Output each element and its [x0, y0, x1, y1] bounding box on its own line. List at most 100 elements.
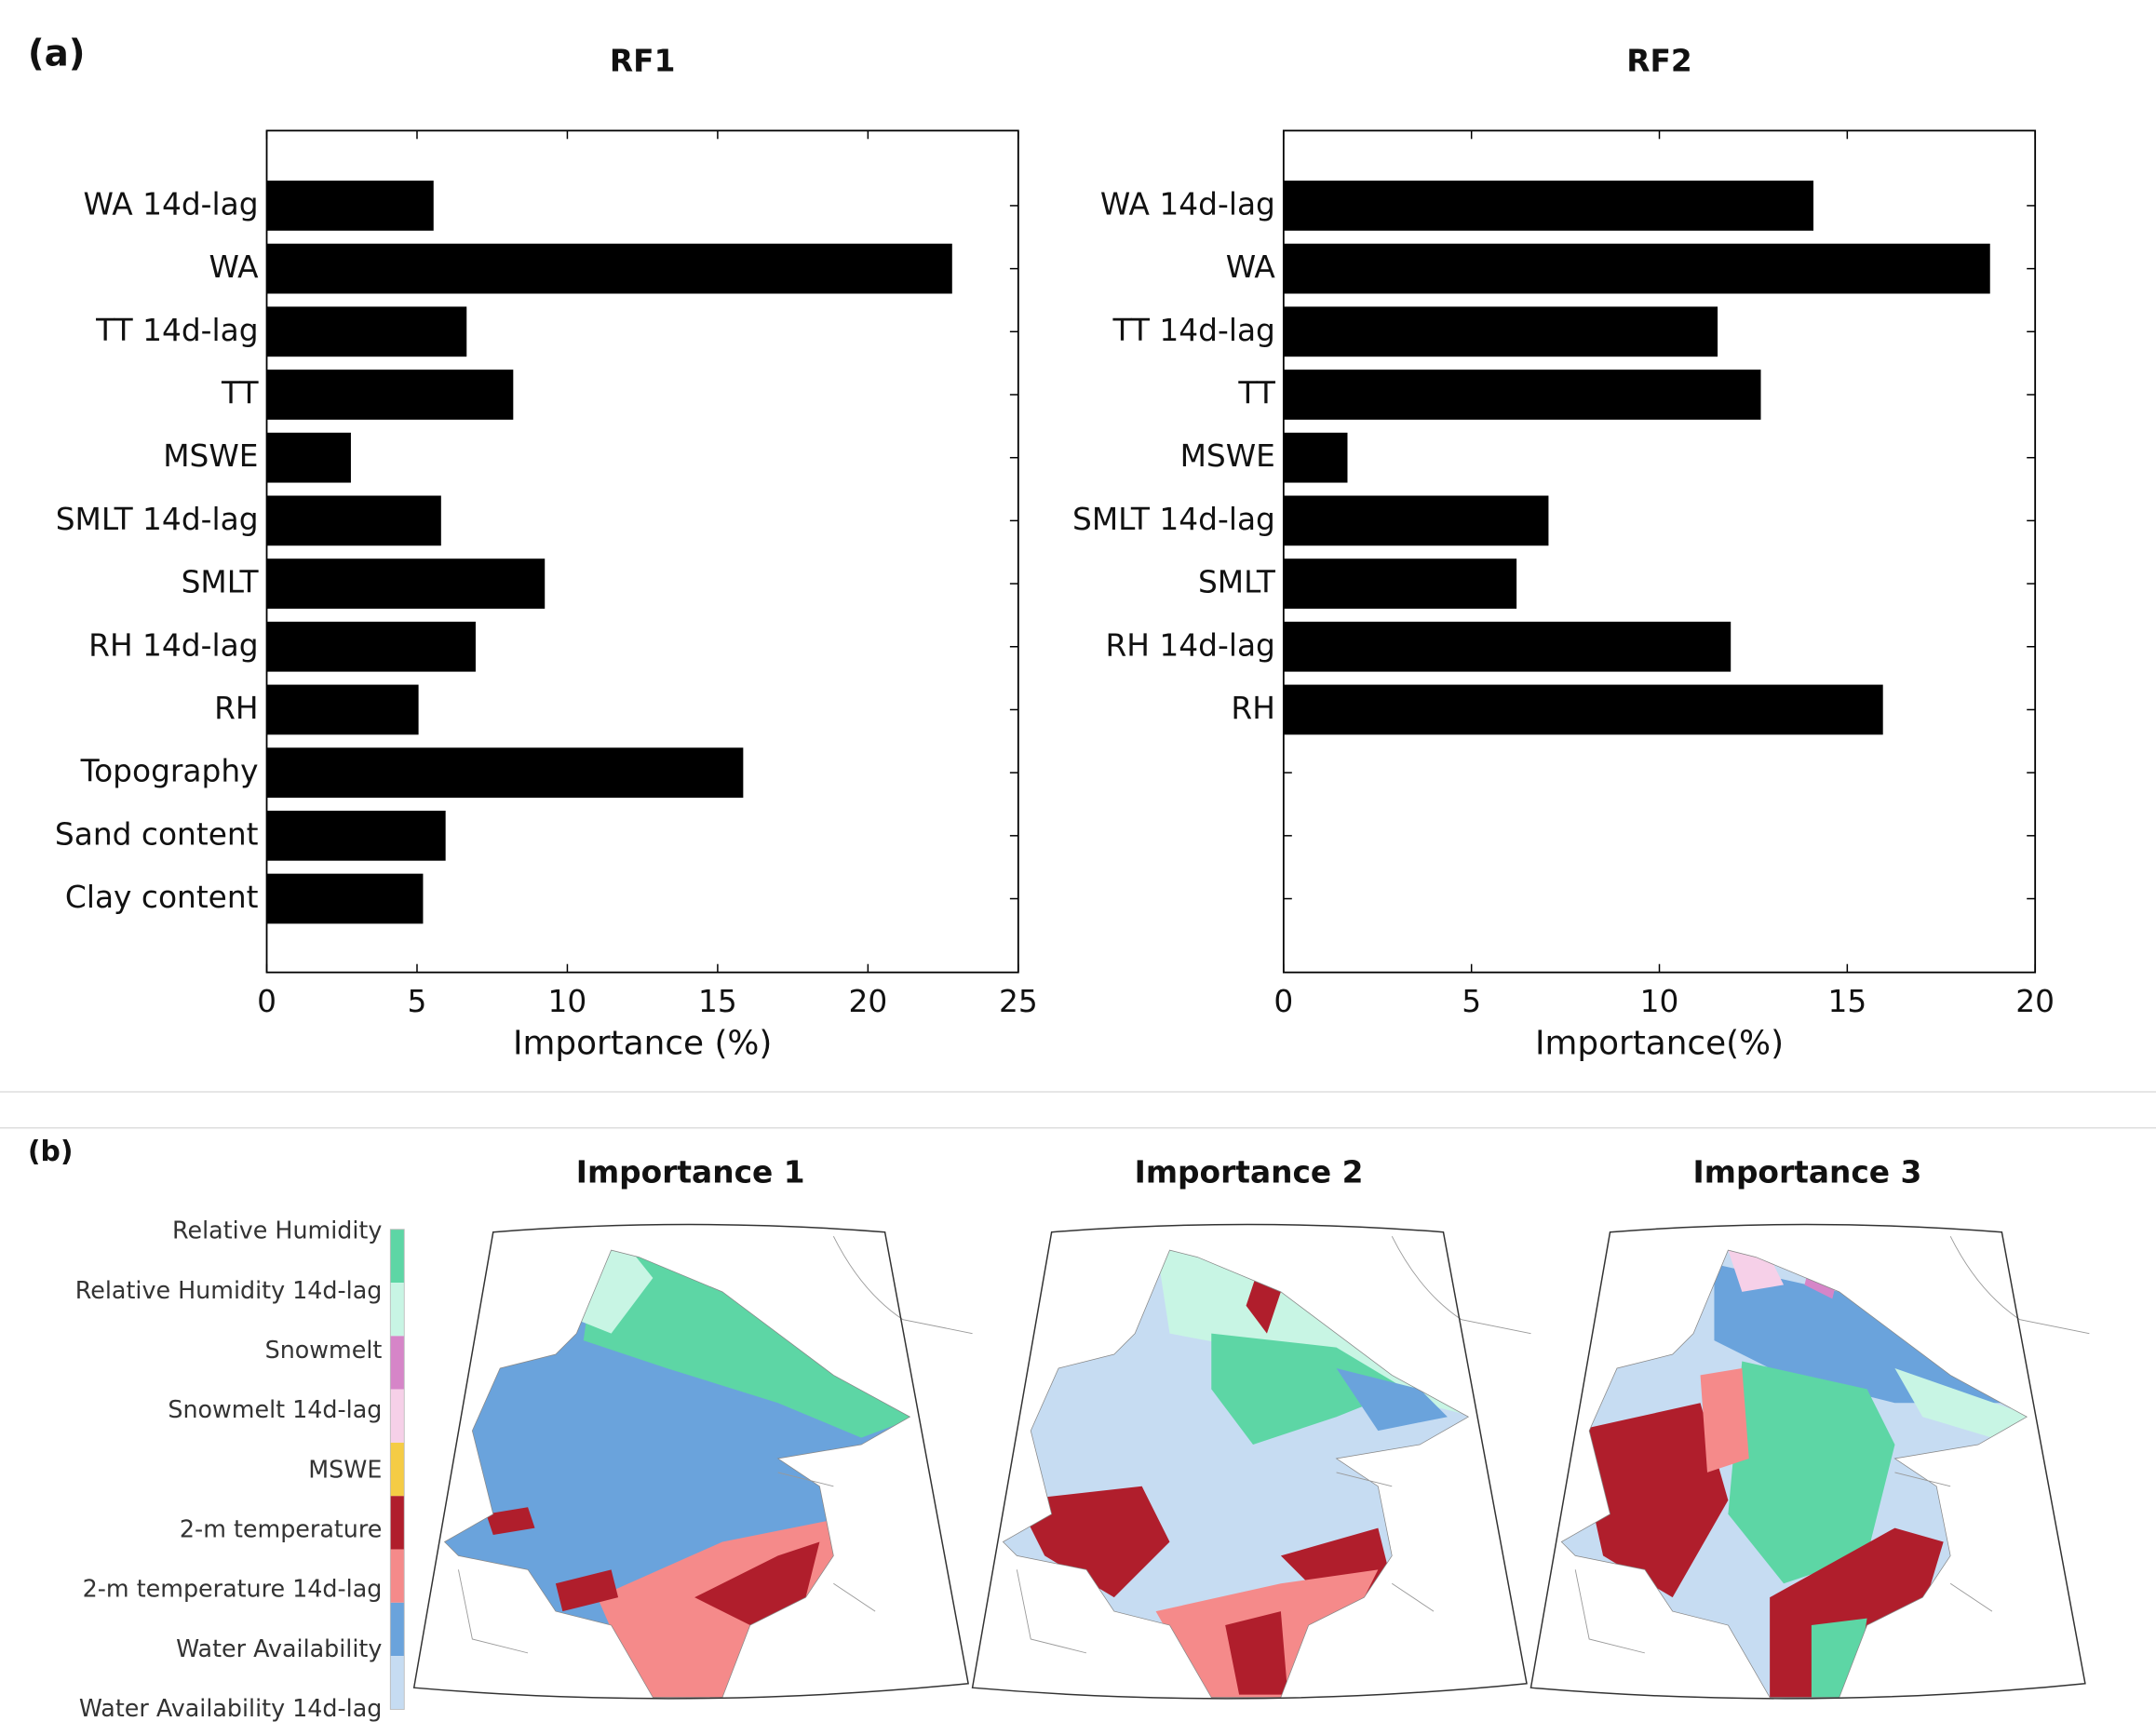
legend-swatch — [390, 1442, 405, 1497]
map: Importance 1 — [412, 1155, 973, 1700]
map-region — [1894, 1367, 2028, 1438]
y-tick-label: WA — [1226, 249, 1276, 285]
bar — [266, 243, 952, 294]
y-tick-label: TT 14d-lag — [95, 313, 258, 348]
coastline — [1560, 1249, 2028, 1699]
legend-swatch — [390, 1549, 405, 1603]
y-tick-label: WA 14d-lag — [84, 186, 259, 222]
legend-label: 2-m temperature 14d-lag — [83, 1575, 383, 1603]
x-tick-label: 15 — [698, 984, 737, 1019]
map-region — [583, 1250, 910, 1438]
map-title: Importance 1 — [576, 1155, 805, 1190]
bar — [1283, 684, 1883, 735]
x-tick-label: 20 — [2015, 984, 2055, 1019]
y-tick-label: SMLT — [1198, 565, 1276, 600]
bar — [266, 495, 441, 546]
legend-label: MSWE — [308, 1455, 382, 1483]
map-title: Importance 2 — [1135, 1155, 1364, 1190]
y-tick-label: MSWE — [1180, 438, 1275, 474]
x-tick-label: 15 — [1827, 984, 1866, 1019]
map-frame — [412, 1223, 969, 1700]
map-region — [486, 1507, 535, 1536]
bar — [1283, 495, 1549, 546]
y-tick-label: TT 14d-lag — [1112, 313, 1274, 348]
chart-title: RF1 — [610, 44, 676, 79]
y-tick-label: WA 14d-lag — [1100, 186, 1275, 222]
map-region — [1728, 1361, 1895, 1584]
coastline — [1002, 1249, 1470, 1699]
map-region — [1017, 1486, 1170, 1598]
x-tick-label: 5 — [1462, 984, 1481, 1019]
x-tick-label: 10 — [548, 984, 587, 1019]
x-tick-label: 25 — [999, 984, 1038, 1019]
y-tick-label: Clay content — [65, 880, 259, 915]
y-tick-label: Sand content — [55, 816, 259, 852]
y-tick-label: TT — [221, 376, 259, 411]
legend-label: 2-m temperature — [180, 1515, 382, 1543]
y-tick-label: Topography — [80, 754, 259, 789]
legend-label: Snowmelt — [265, 1336, 383, 1364]
x-tick-label: 0 — [257, 984, 276, 1019]
bar — [266, 370, 514, 420]
x-tick-label: 5 — [408, 984, 427, 1019]
map: Importance 3 — [1529, 1155, 2090, 1700]
map-frame — [971, 1223, 1528, 1700]
x-tick-label: 0 — [1273, 984, 1293, 1019]
map-title: Importance 3 — [1693, 1155, 1922, 1190]
map-region — [1225, 1611, 1288, 1695]
bar — [266, 621, 476, 672]
colorbar-frame — [389, 1229, 405, 1710]
legend-swatch — [390, 1336, 405, 1390]
bar — [1283, 306, 1718, 357]
coastline — [443, 1249, 911, 1699]
map-frame — [1529, 1223, 2086, 1700]
legend-swatch — [390, 1656, 405, 1710]
y-tick-label: RH 14d-lag — [88, 627, 258, 663]
legend-swatch — [390, 1283, 405, 1337]
legend-label: Relative Humidity — [172, 1217, 382, 1244]
legend-swatch — [390, 1602, 405, 1657]
map-region — [1700, 1367, 1749, 1473]
y-tick-label: MSWE — [163, 438, 258, 474]
x-tick-label: 10 — [1640, 984, 1679, 1019]
map-region — [1211, 1333, 1407, 1446]
x-axis-label: Importance(%) — [1535, 1024, 1784, 1062]
y-tick-label: RH — [1231, 691, 1274, 726]
bar — [1283, 621, 1732, 672]
coastline — [458, 1235, 973, 1654]
legend-swatch — [390, 1229, 405, 1284]
y-tick-label: SMLT — [182, 565, 260, 600]
y-tick-label: WA — [209, 249, 259, 285]
legend-label: Water Availability — [176, 1634, 382, 1662]
legend-swatch — [390, 1389, 405, 1443]
bar — [1283, 243, 1990, 294]
x-tick-label: 20 — [848, 984, 887, 1019]
map: Importance 2 — [971, 1155, 1531, 1700]
bar — [266, 432, 351, 483]
y-tick-label: SMLT 14d-lag — [56, 502, 259, 537]
legend-label: Snowmelt 14d-lag — [168, 1395, 382, 1423]
panel-label: (a) — [28, 33, 86, 74]
bar — [266, 810, 446, 861]
y-tick-label: RH — [214, 691, 258, 726]
map-region — [1336, 1367, 1448, 1432]
bar — [266, 558, 546, 609]
map-region — [1575, 1403, 1729, 1598]
map-region — [1714, 1264, 2006, 1404]
plot-frame — [1282, 129, 2037, 974]
bar — [266, 684, 419, 735]
bar — [1283, 432, 1348, 483]
bar — [266, 747, 744, 798]
bar — [1283, 181, 1814, 231]
map-region — [694, 1541, 820, 1626]
coastline — [1016, 1235, 1531, 1654]
chart-title: RF2 — [1626, 44, 1692, 79]
coastline — [1574, 1235, 2090, 1654]
panel-label: (b) — [28, 1136, 74, 1168]
y-tick-label: RH 14d-lag — [1106, 627, 1275, 663]
bar — [266, 306, 467, 357]
bar — [266, 181, 434, 231]
plot-frame — [265, 129, 1019, 974]
y-tick-label: TT — [1237, 376, 1275, 411]
